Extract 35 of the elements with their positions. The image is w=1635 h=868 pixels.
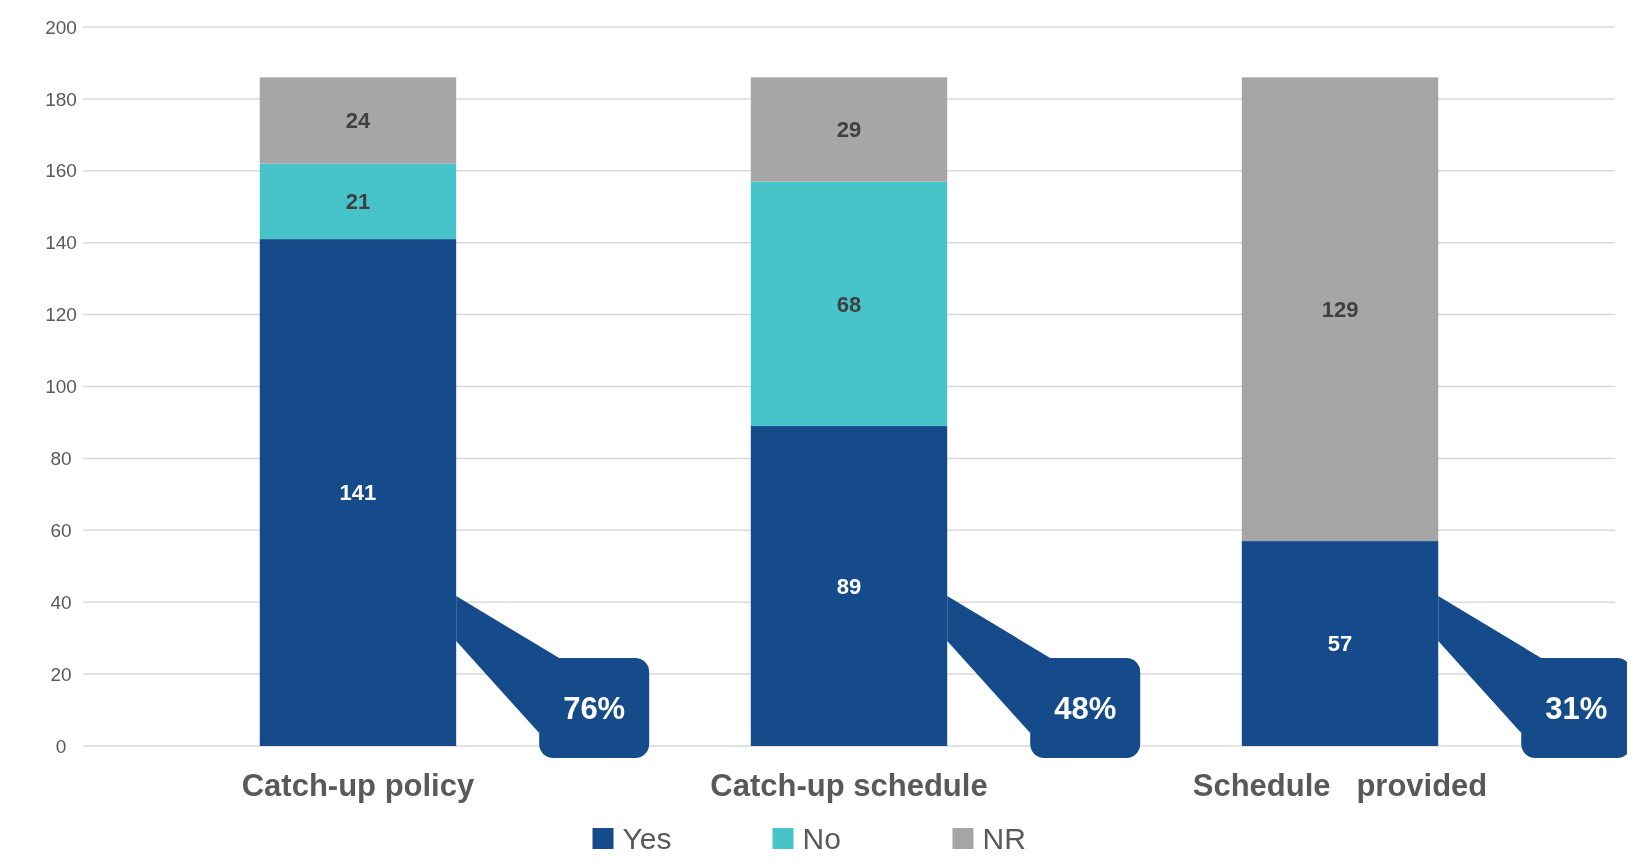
- y-tick-label: 140: [45, 232, 77, 254]
- x-tick-label: Catch-up schedule: [710, 768, 988, 803]
- annotation: 76%: [563, 690, 626, 726]
- legend-label: NR: [982, 821, 1026, 855]
- annotation: 31%: [1545, 690, 1608, 726]
- y-tick-label: 0: [55, 735, 67, 757]
- y-tick-label: 20: [50, 663, 72, 685]
- data-label: 24: [345, 108, 371, 134]
- data-label: 129: [1321, 296, 1359, 322]
- x-tick-label: Catch-up policy: [241, 768, 475, 803]
- data-label: 57: [1327, 631, 1353, 657]
- y-tick-label: 40: [50, 591, 72, 613]
- legend-label: Yes: [622, 821, 672, 855]
- bar: [750, 77, 948, 182]
- data-label: 89: [836, 573, 862, 599]
- legend-label: No: [802, 821, 841, 855]
- data-label: 21: [345, 189, 371, 215]
- data-label: 68: [836, 291, 862, 317]
- bar: [259, 239, 457, 746]
- bar: [259, 77, 457, 164]
- bar: [750, 181, 948, 427]
- data-label: 141: [339, 480, 377, 506]
- annotation: 48%: [1054, 690, 1117, 726]
- y-tick-label: 180: [45, 88, 77, 110]
- bar: [259, 163, 457, 240]
- y-tick-label: 60: [50, 519, 72, 541]
- x-tick-label: Schedule provided: [1192, 768, 1488, 803]
- bar: [1241, 77, 1439, 542]
- y-tick-label: 100: [45, 376, 77, 398]
- y-tick-label: 120: [45, 304, 77, 326]
- data-label: 29: [836, 117, 862, 143]
- y-tick-label: 200: [45, 16, 77, 38]
- bar: [750, 426, 948, 746]
- y-tick-label: 160: [45, 160, 77, 182]
- y-tick-label: 80: [50, 448, 72, 470]
